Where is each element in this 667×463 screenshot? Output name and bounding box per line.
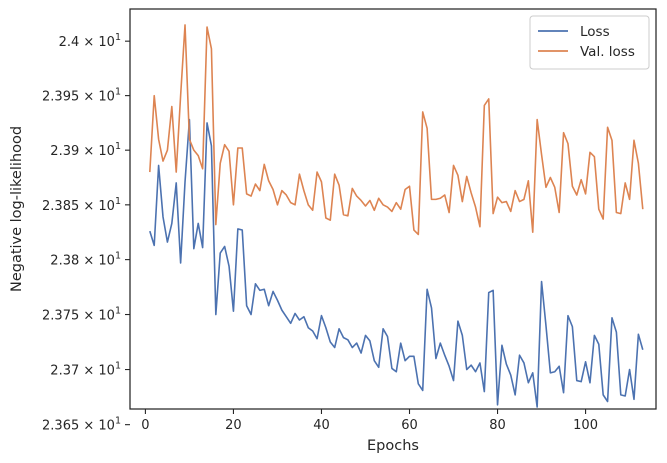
y-axis-title: Negative log-likelihood	[9, 126, 25, 292]
legend: Loss Val. loss	[529, 15, 650, 70]
y-tick-label: 2.395 × 101	[42, 87, 121, 105]
x-tick-label: 40	[313, 418, 330, 433]
x-axis-title: Epochs	[367, 438, 419, 454]
y-tick-label: 2.38 × 101	[50, 251, 121, 269]
legend-label: Loss	[580, 24, 610, 40]
x-tick-label: 60	[401, 418, 418, 433]
series-layer	[149, 24, 644, 408]
x-tick-label: 0	[141, 418, 149, 433]
x-axis: 0 20 40 60 80 100	[141, 409, 598, 433]
y-tick-label: 2.365 × 101	[42, 416, 121, 434]
y-tick-label: 2.37 × 101	[50, 361, 121, 379]
y-tick-label: 2.4 × 101	[59, 32, 121, 50]
legend-box	[529, 15, 650, 70]
y-axis: 2.365 × 101 2.37 × 101 2.375 × 101 2.38 × 1…	[42, 32, 130, 434]
series-line-val-loss	[149, 24, 644, 236]
x-tick-label: 20	[225, 418, 242, 433]
y-tick-label: 2.375 × 101	[42, 306, 121, 324]
x-tick-label: 100	[573, 418, 598, 433]
axes-frame	[129, 8, 657, 410]
legend-label: Val. loss	[580, 44, 635, 60]
y-tick-label: 2.385 × 101	[42, 196, 121, 214]
x-tick-label: 80	[489, 418, 506, 433]
y-tick-label: 2.39 × 101	[50, 141, 121, 159]
series-line-loss	[149, 118, 644, 408]
